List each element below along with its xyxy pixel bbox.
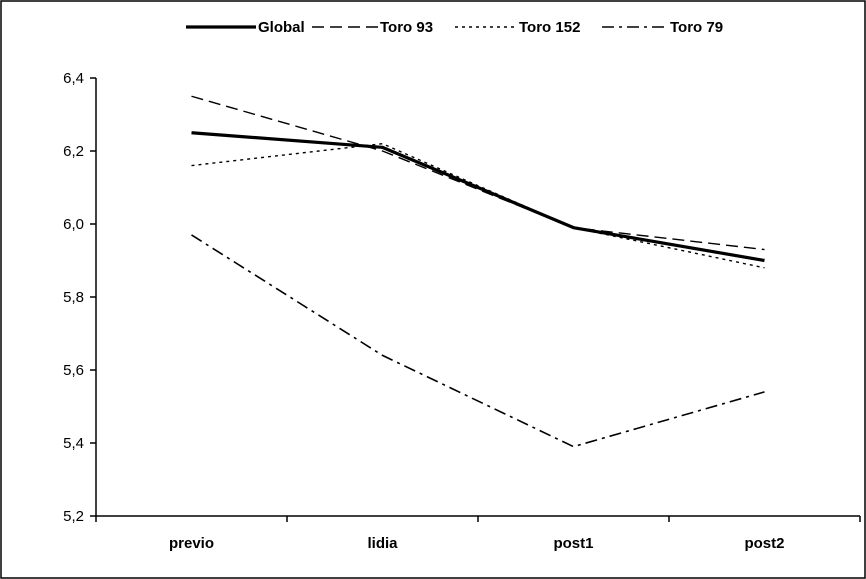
y-tick-label: 5,6 (63, 362, 84, 379)
y-tick-label: 6,4 (63, 70, 84, 87)
x-category-label: lidia (367, 535, 398, 552)
x-category-label: previo (169, 535, 214, 552)
y-tick-label: 5,4 (63, 435, 84, 452)
y-tick-label: 5,8 (63, 289, 84, 306)
series-line-toro-152 (191, 142, 765, 269)
x-category-label: post1 (553, 535, 593, 552)
x-category-label: post2 (744, 535, 784, 552)
plot-area (191, 95, 765, 448)
legend-label-toro-152: Toro 152 (519, 19, 580, 36)
y-tick-label: 5,2 (63, 508, 84, 525)
legend-label-global: Global (258, 19, 305, 36)
series-line-global (191, 131, 765, 263)
legend-label-toro-93: Toro 93 (380, 19, 433, 36)
series-line-toro-79 (191, 234, 765, 448)
y-tick-label: 6,2 (63, 143, 84, 160)
legend-label-toro-79: Toro 79 (670, 19, 723, 36)
y-tick-label: 6,0 (63, 216, 84, 233)
series-line-toro-93 (191, 95, 765, 251)
axes: 5,2 5,4 5,6 5,8 6,0 6,2 6,4 previo lidia post1 pos… (63, 70, 861, 552)
legend: Global Toro 93 Toro 152 Toro 79 (186, 19, 723, 36)
